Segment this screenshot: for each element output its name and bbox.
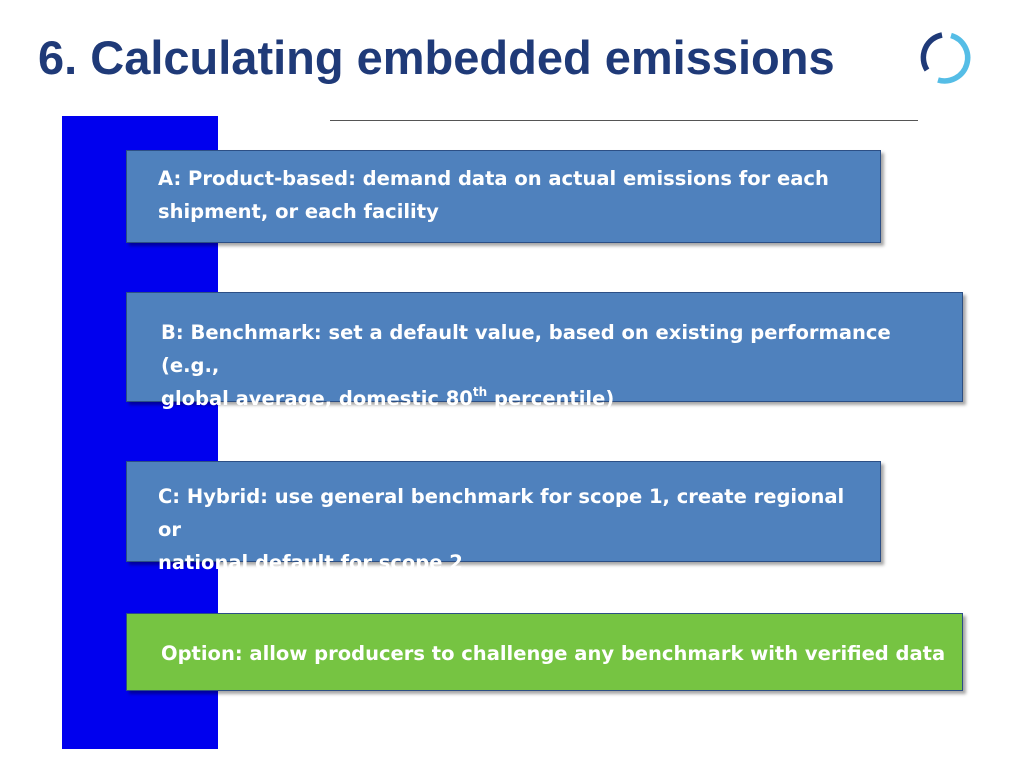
option-c-box: C: Hybrid: use general benchmark for sco… — [126, 461, 881, 574]
option-b-text: B: Benchmark: set a default value, based… — [161, 316, 951, 415]
circular-arc-logo-icon — [920, 32, 971, 84]
option-a-text: A: Product-based: demand data on actual … — [158, 162, 858, 228]
option-a-line-1: A: Product-based: demand data on actual … — [158, 167, 829, 190]
slide-title: 6. Calculating embedded emissions — [38, 31, 835, 84]
title-divider — [330, 120, 918, 121]
option-a-line-2: shipment, or each facility — [158, 200, 439, 223]
option-b-superscript: th — [472, 385, 488, 399]
option-c-text: C: Hybrid: use general benchmark for sco… — [158, 480, 858, 579]
option-b-line-2-start: global average, domestic 80 — [161, 387, 473, 410]
option-c-line-2: national default for scope 2 — [158, 551, 463, 574]
option-a-box: A: Product-based: demand data on actual … — [126, 150, 881, 243]
option-b-line-2-end: percentile) — [487, 387, 615, 410]
option-b-line-2: global average, domestic 80th percentile… — [161, 382, 951, 415]
challenge-option-box: Option: allow producers to challenge any… — [126, 613, 963, 691]
challenge-option-text: Option: allow producers to challenge any… — [161, 642, 946, 665]
option-c-line-1: C: Hybrid: use general benchmark for sco… — [158, 485, 845, 541]
option-b-box: B: Benchmark: set a default value, based… — [126, 292, 963, 410]
option-b-line-1: B: Benchmark: set a default value, based… — [161, 321, 891, 377]
